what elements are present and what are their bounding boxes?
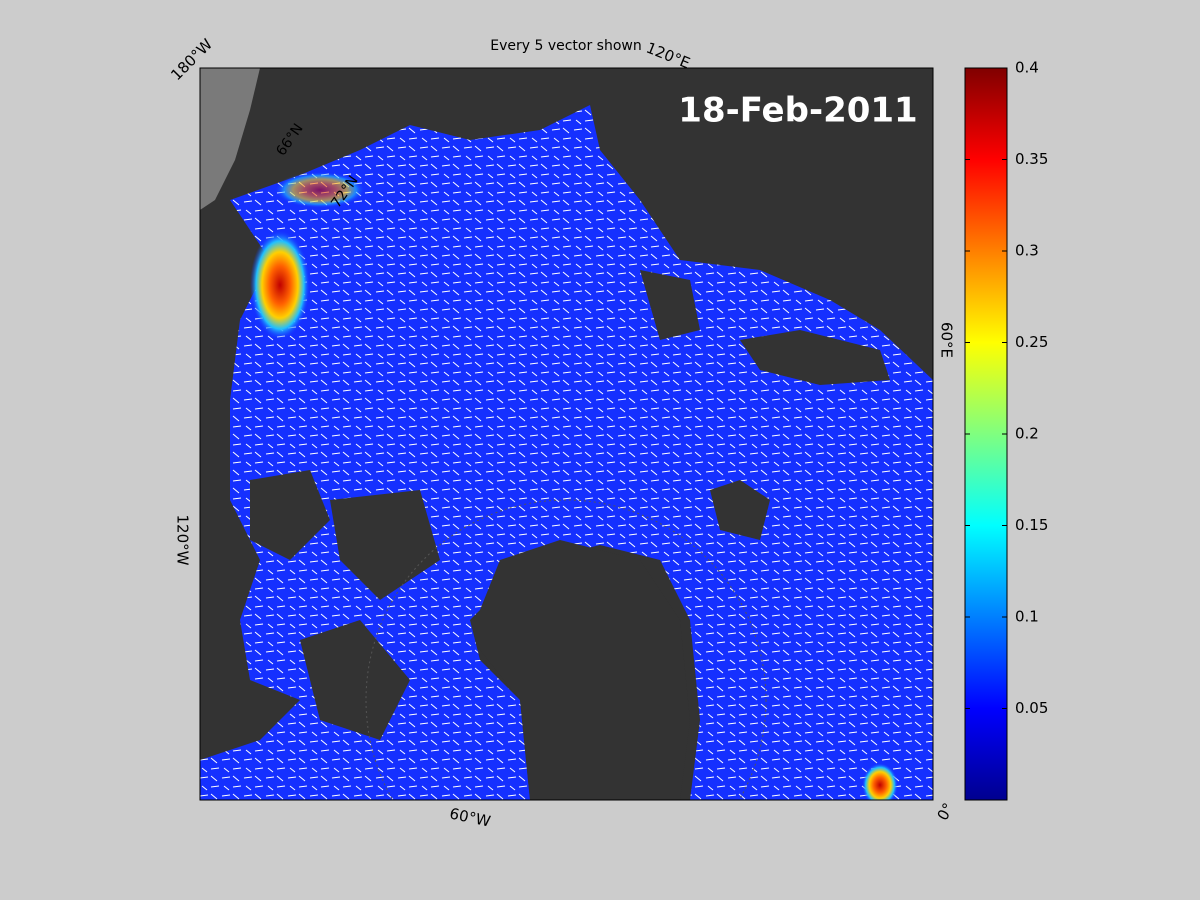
- colorbar-tick-label: 0.35: [1015, 150, 1048, 168]
- fast-drift: [250, 230, 310, 340]
- longitude-label: 120°W: [174, 515, 192, 566]
- land-shade: [200, 68, 260, 210]
- longitude-label: 0°: [934, 800, 958, 824]
- colorbar-tick-label: 0.3: [1015, 242, 1039, 260]
- date-label: 18-Feb-2011: [678, 91, 917, 131]
- map-title: Every 5 vector shown: [490, 38, 642, 54]
- colorbar-tick-label: 0.1: [1015, 608, 1039, 626]
- map: [200, 68, 933, 800]
- longitude-label: 120°E: [644, 39, 693, 73]
- map-frame: [199, 67, 934, 801]
- colorbar-tick-label: 0.4: [1015, 59, 1039, 77]
- greenland: [480, 540, 690, 800]
- island: [710, 480, 770, 540]
- graticule: [365, 499, 767, 800]
- colorbar: [964, 67, 1008, 801]
- island: [300, 620, 410, 740]
- longitude-label: 60°E: [938, 322, 956, 358]
- fast-drift: [275, 172, 365, 208]
- colorbar-tick-label: 0.05: [1015, 699, 1048, 717]
- island: [640, 270, 700, 340]
- island: [740, 330, 890, 385]
- drift-vectors: [200, 105, 933, 800]
- colorbar-tick-label: 0.25: [1015, 333, 1048, 351]
- island: [250, 470, 330, 560]
- colorbar-tick-label: 0.15: [1015, 516, 1048, 534]
- longitude-label: 60°W: [448, 804, 492, 830]
- fast-drift: [862, 763, 898, 800]
- colorbar-tick-label: 0.2: [1015, 425, 1039, 443]
